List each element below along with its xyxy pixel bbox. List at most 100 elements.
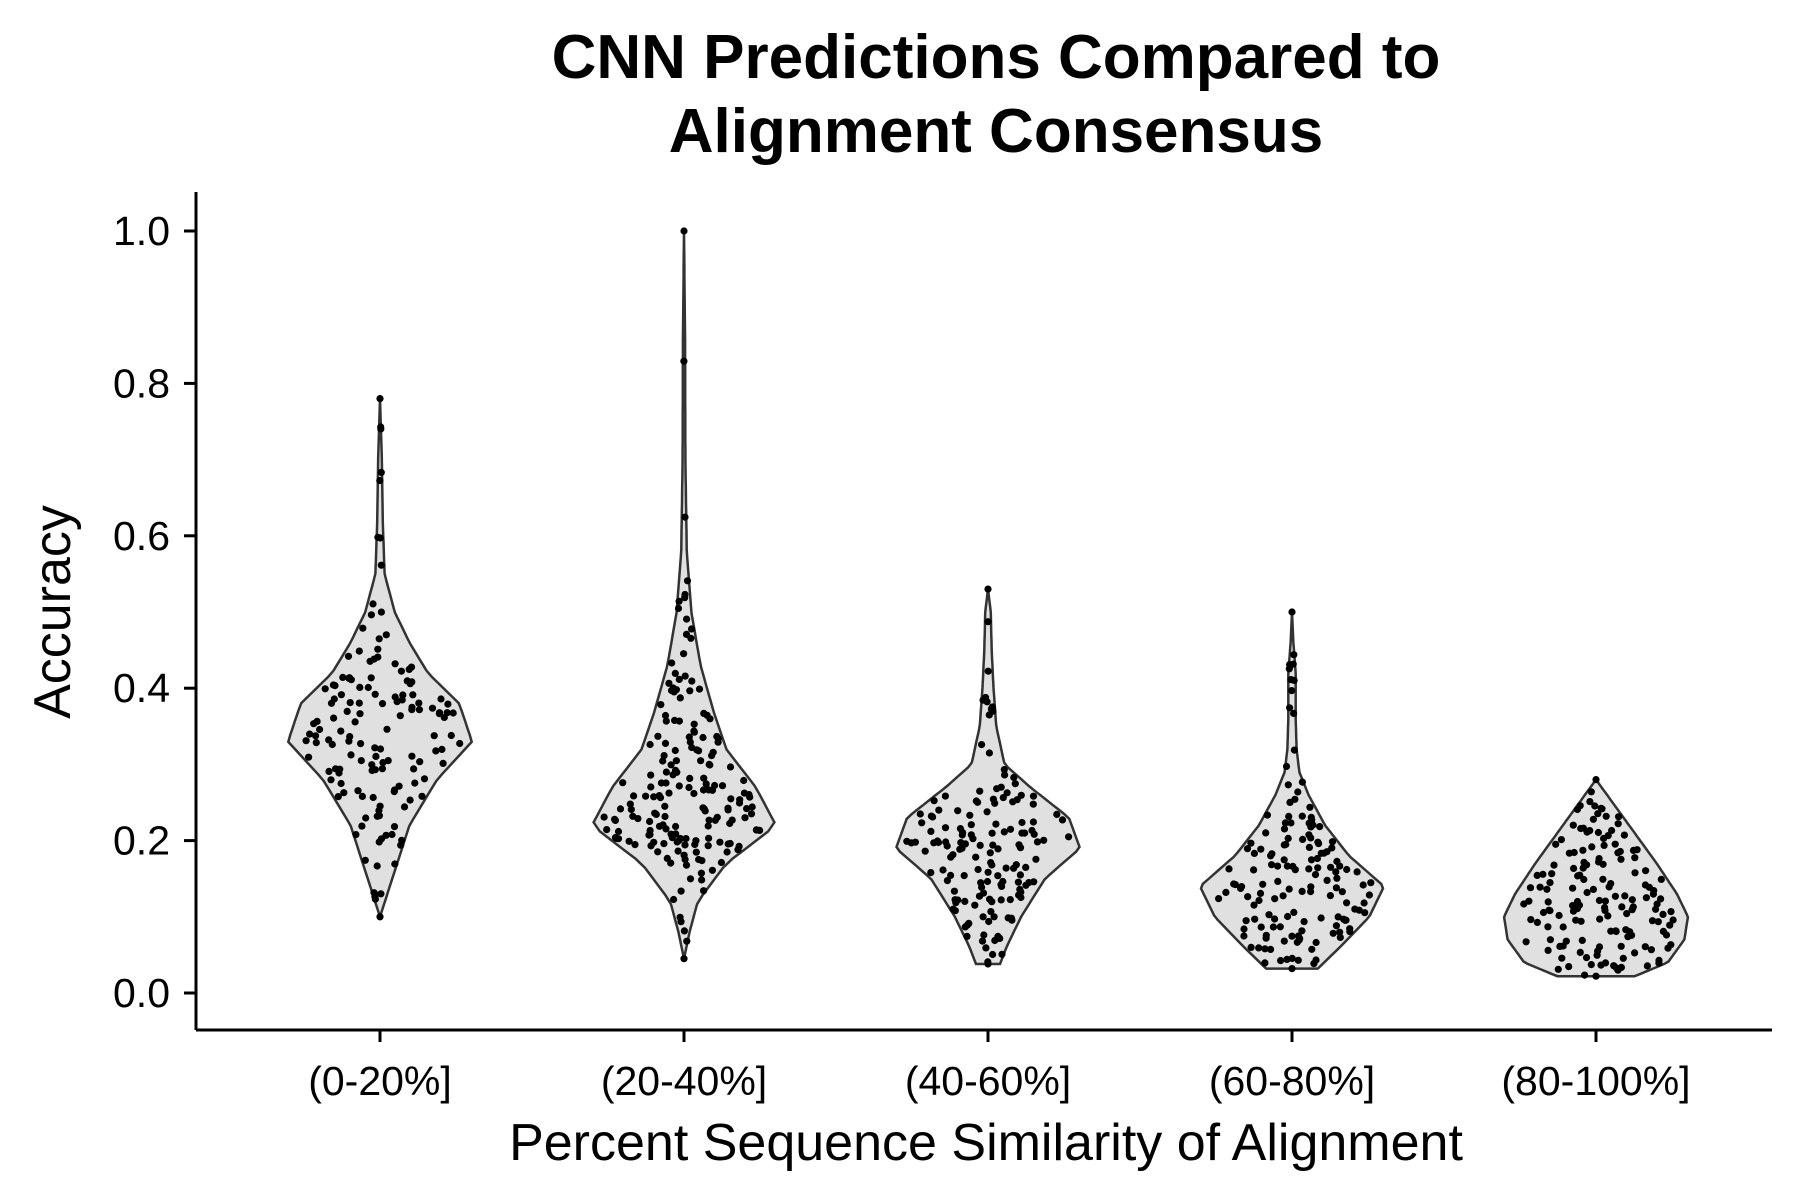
data-point (1307, 813, 1315, 822)
data-point (1306, 803, 1314, 811)
data-point (1359, 881, 1367, 889)
data-point (339, 673, 347, 682)
data-point (988, 829, 996, 837)
data-point (734, 846, 742, 854)
data-point (391, 860, 399, 868)
data-point (1317, 849, 1325, 857)
data-point (1018, 818, 1026, 827)
data-point (697, 869, 706, 877)
data-point (647, 842, 655, 850)
data-point (935, 806, 943, 814)
data-point (1346, 925, 1354, 933)
data-point (1600, 841, 1608, 850)
data-point (1593, 951, 1601, 959)
data-point (1029, 818, 1037, 826)
data-point (355, 699, 363, 707)
data-point (1648, 917, 1657, 925)
data-point (1308, 945, 1316, 953)
y-tick-label: 0.4 (113, 665, 170, 711)
data-point (1328, 844, 1336, 852)
data-point (1016, 844, 1025, 852)
data-point (411, 779, 419, 787)
data-point (374, 533, 382, 541)
data-point (1618, 903, 1626, 911)
data-point (1287, 676, 1295, 684)
data-point (1263, 811, 1271, 819)
data-point (671, 746, 679, 755)
data-point (646, 826, 654, 835)
data-point (662, 717, 670, 725)
data-point (358, 792, 366, 801)
data-point (941, 792, 950, 800)
data-point (1281, 819, 1289, 827)
data-point (1284, 781, 1292, 789)
data-point (686, 774, 694, 783)
data-point (1332, 884, 1340, 892)
data-point (371, 893, 379, 901)
data-point (680, 227, 688, 235)
data-point (302, 737, 310, 745)
data-point (1307, 823, 1315, 831)
data-point (656, 794, 665, 802)
data-point (1285, 885, 1293, 893)
data-point (1305, 843, 1313, 852)
data-point (347, 676, 355, 684)
data-point (686, 687, 694, 695)
data-point (1592, 972, 1600, 980)
data-point (1558, 954, 1566, 962)
data-point (1579, 864, 1587, 872)
data-point (362, 814, 370, 822)
data-point (983, 808, 991, 816)
data-point (600, 813, 608, 821)
data-point (1604, 912, 1612, 920)
data-point (1053, 810, 1061, 819)
data-point (1021, 829, 1029, 837)
data-point (680, 955, 688, 963)
data-point (1536, 883, 1544, 891)
data-point (1365, 891, 1373, 899)
data-point (1641, 881, 1649, 889)
data-point (692, 848, 700, 856)
data-point (655, 822, 664, 830)
data-point (991, 799, 999, 807)
data-point (1033, 838, 1042, 846)
data-point (1307, 856, 1316, 864)
data-point (1555, 911, 1563, 920)
data-point (683, 937, 691, 945)
data-point (405, 665, 413, 674)
data-point (1659, 910, 1667, 919)
data-point (642, 792, 650, 800)
data-point (993, 785, 1001, 793)
data-point (1006, 896, 1014, 904)
data-point (1022, 863, 1030, 872)
data-point (1285, 665, 1293, 673)
data-point (921, 847, 929, 855)
data-point (370, 655, 378, 663)
data-point (1556, 942, 1564, 951)
data-point (1277, 957, 1285, 965)
data-point (695, 747, 703, 755)
data-point (724, 806, 732, 814)
data-point (661, 812, 669, 821)
data-point (1030, 878, 1038, 886)
data-point (1578, 936, 1586, 945)
data-point (699, 804, 707, 812)
data-point (312, 739, 320, 747)
data-point (661, 711, 670, 720)
data-point (1313, 854, 1321, 863)
data-point (1343, 899, 1351, 907)
data-point (1327, 863, 1335, 871)
data-point (743, 805, 751, 813)
data-point (1022, 881, 1030, 889)
data-point (1271, 895, 1279, 903)
data-point (372, 752, 380, 761)
data-point (997, 896, 1005, 904)
data-point (987, 908, 995, 916)
data-point (683, 577, 692, 585)
data-point (676, 913, 684, 921)
data-point (408, 703, 416, 711)
data-point (1569, 884, 1577, 892)
data-point (1610, 962, 1618, 970)
data-point (1557, 836, 1565, 844)
data-point (1298, 778, 1306, 786)
